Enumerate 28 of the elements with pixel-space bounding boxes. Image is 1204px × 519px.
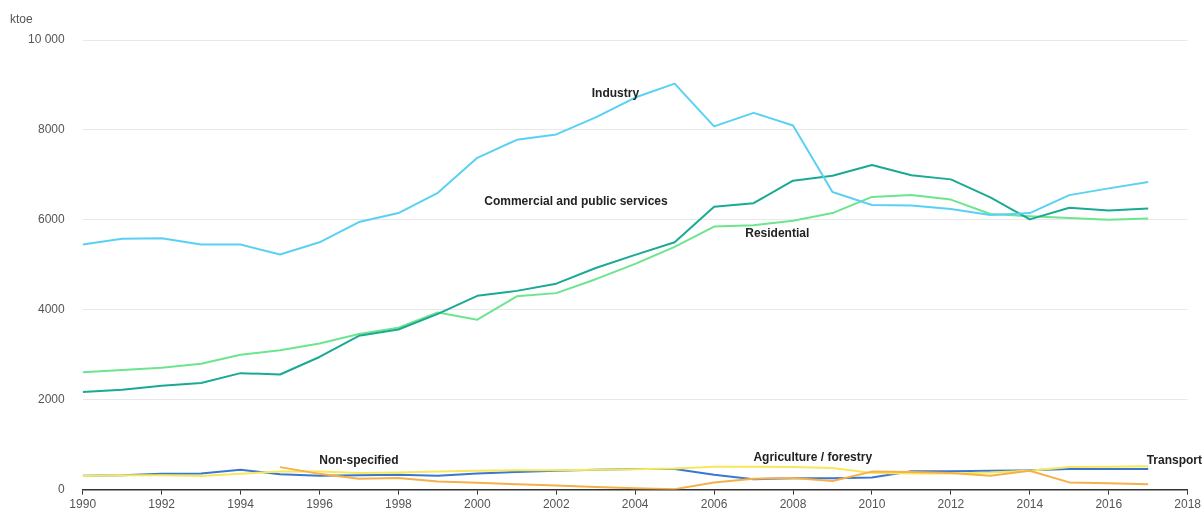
series-label: Non-specified: [319, 452, 399, 467]
x-tick-label: 2002: [542, 497, 570, 512]
y-tick-label: 6000: [38, 212, 66, 227]
x-tick-label: 2014: [1016, 497, 1044, 512]
x-tick-label: 1998: [385, 497, 413, 512]
y-tick-label: 8000: [38, 122, 66, 137]
x-tick-label: 2000: [463, 497, 491, 512]
series-label: Residential: [745, 225, 810, 240]
y-tick-label: 2000: [38, 391, 66, 406]
y-tick-label: 10 000: [28, 32, 66, 47]
x-tick-label: 1992: [148, 497, 176, 512]
series-label: Transport: [1146, 453, 1202, 468]
x-tick-label: 2018: [1174, 497, 1202, 512]
text: Commercial and public services: [484, 194, 669, 209]
x-tick-label: 1990: [69, 497, 97, 512]
y-tick-label: 4000: [38, 302, 66, 317]
series-label: Industry: [591, 86, 640, 101]
x-tick-label: 2012: [937, 497, 965, 512]
x-tick-label: 1994: [227, 497, 255, 512]
x-tick-label: 2008: [779, 497, 807, 512]
series-label: Agriculture / forestry: [753, 450, 873, 465]
x-tick-label: 2006: [700, 497, 728, 512]
x-tick-label: 1996: [306, 497, 334, 512]
x-tick-label: 2016: [1095, 497, 1123, 512]
x-tick-label: 2010: [858, 497, 886, 512]
y-tick-label: 0: [58, 481, 66, 496]
x-tick-label: 2004: [621, 497, 649, 512]
y-axis-title: ktoe: [10, 12, 33, 26]
